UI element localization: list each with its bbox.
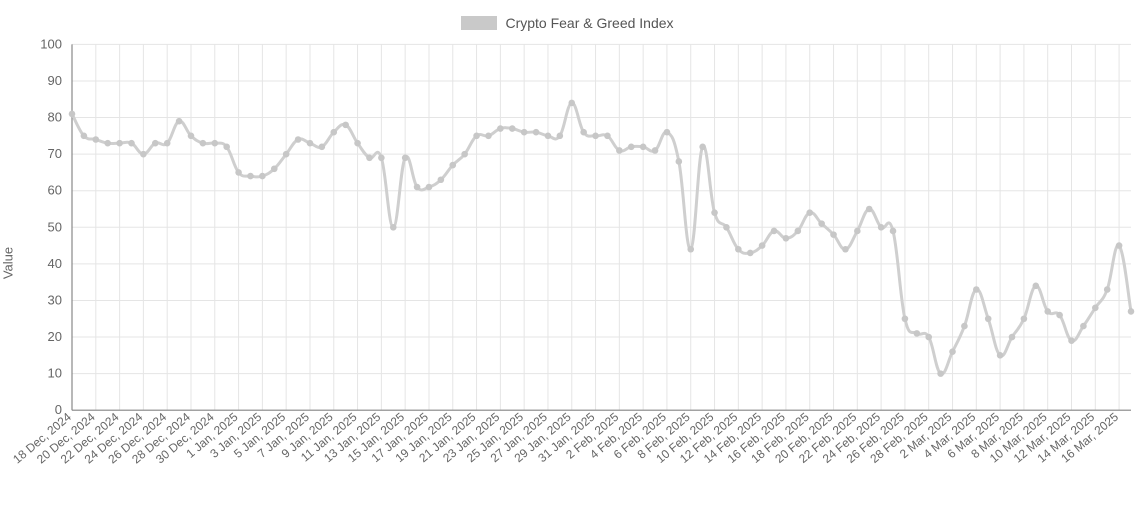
svg-text:70: 70 bbox=[48, 146, 62, 161]
svg-text:50: 50 bbox=[48, 219, 62, 234]
svg-text:60: 60 bbox=[48, 183, 62, 198]
svg-text:10: 10 bbox=[48, 366, 62, 381]
svg-text:40: 40 bbox=[48, 256, 62, 271]
svg-text:30: 30 bbox=[48, 292, 62, 307]
svg-text:20: 20 bbox=[48, 329, 62, 344]
svg-text:90: 90 bbox=[48, 73, 62, 88]
svg-text:80: 80 bbox=[48, 110, 62, 125]
svg-text:100: 100 bbox=[40, 36, 62, 51]
